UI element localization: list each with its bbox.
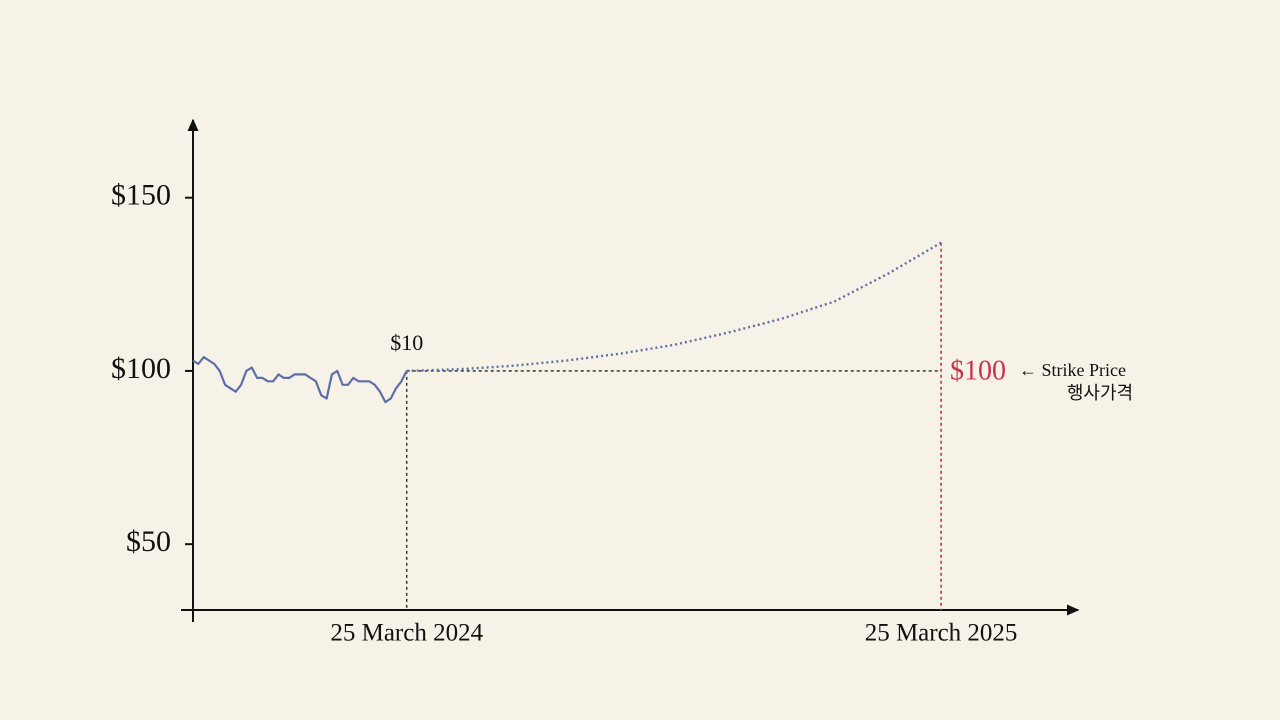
strike-note: ← Strike Price [1019,360,1126,380]
point-label: $10 [390,330,423,355]
y-tick-label: $100 [111,352,171,385]
price-line [192,356,408,404]
x-tick-label: 25 March 2025 [865,620,1018,647]
y-tick-label: $150 [111,179,171,212]
x-tick-label: 25 March 2024 [330,620,483,647]
projection-line [406,241,942,373]
strike-label: $100 [950,355,1006,386]
strike-note-ko: 행사가격 [1067,383,1133,404]
y-tick-label: $50 [126,525,171,558]
